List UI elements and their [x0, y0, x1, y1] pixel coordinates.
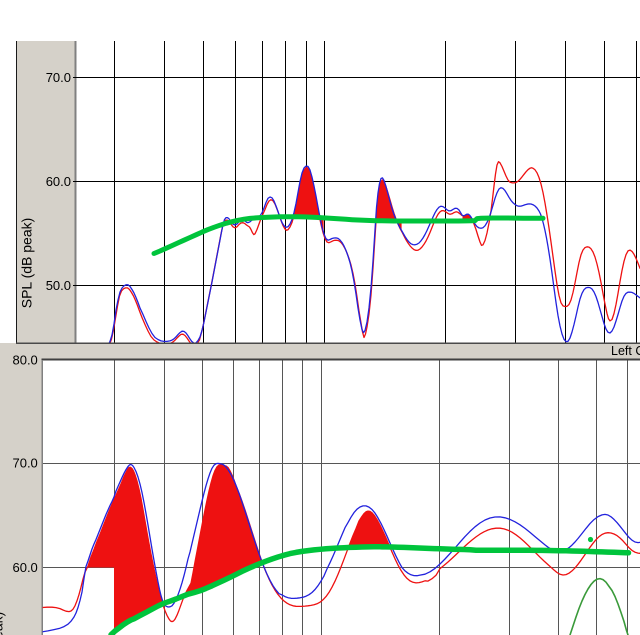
svg-text:60.0: 60.0: [46, 174, 71, 189]
svg-text:60.0: 60.0: [12, 560, 37, 575]
svg-text:70.0: 70.0: [46, 70, 71, 85]
svg-text:Left Ch: Left Ch: [611, 344, 640, 358]
svg-text:70.0: 70.0: [12, 456, 37, 471]
svg-text:SPL (dB peak): SPL (dB peak): [0, 612, 6, 635]
svg-text:80.0: 80.0: [12, 352, 37, 367]
svg-text:50.0: 50.0: [46, 278, 71, 293]
svg-text:SPL (dB peak): SPL (dB peak): [19, 218, 35, 309]
